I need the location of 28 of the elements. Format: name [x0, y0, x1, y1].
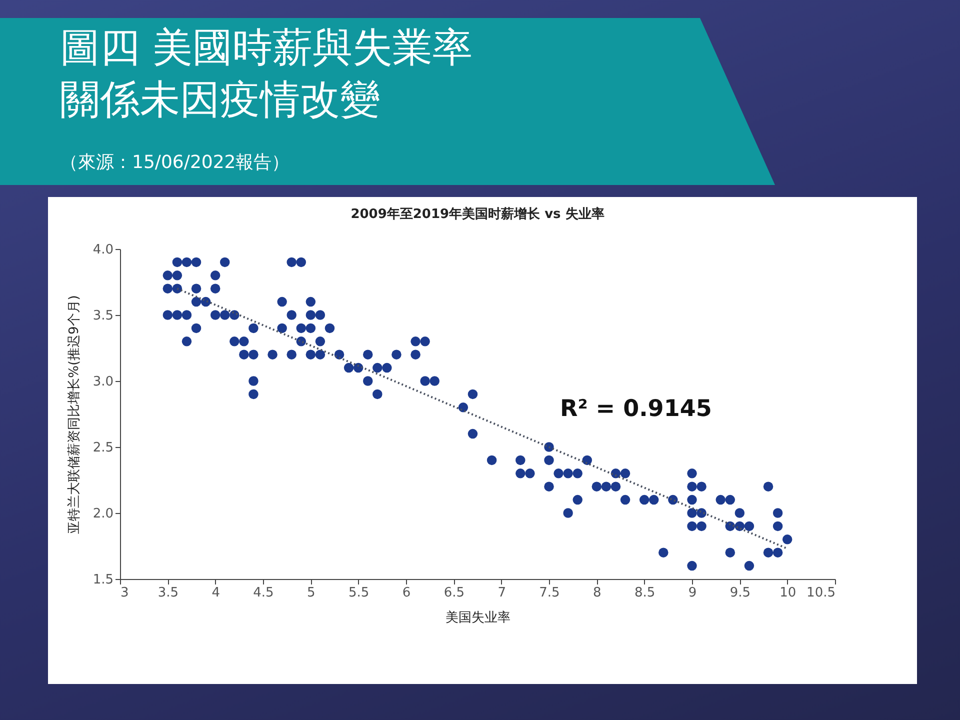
- y-tick-label: 3.5: [92, 308, 114, 324]
- x-tick-label: 3: [120, 586, 129, 600]
- x-tick-label: 9.5: [730, 586, 751, 600]
- y-tick-label: 3.0: [92, 374, 114, 390]
- x-tick-label: 4: [212, 586, 220, 600]
- x-tick-label: 7: [498, 586, 506, 600]
- y-tick-label: 4.0: [92, 242, 114, 258]
- y-tick-label: 2.5: [92, 440, 114, 456]
- x-tick-label: 5.5: [348, 586, 370, 600]
- x-tick-label: 8.5: [634, 586, 656, 600]
- text: （來源：15/06/2022報告）: [60, 151, 290, 174]
- x-tick-label: 10: [780, 586, 796, 600]
- x-tick-label: 5: [307, 586, 316, 600]
- x-tick-label: 3.5: [158, 586, 179, 600]
- x-tick-label: 6: [402, 586, 411, 600]
- y-tick-label: 1.5: [92, 572, 114, 588]
- annotation: R² = 0.9145: [560, 396, 712, 422]
- x-tick-label: 4.5: [253, 586, 274, 600]
- x-tick-label: 9: [688, 586, 697, 600]
- x-tick-label: 6.5: [444, 586, 465, 600]
- y-axis-title: 亚特兰大联储薪资同比增长%(推迟9个月): [66, 295, 82, 534]
- y-tick-label: 2.0: [92, 506, 114, 522]
- x-tick-label: 7.5: [539, 586, 560, 600]
- chart-title: 圖四 美國時薪與失業率關係未因疫情改變: [60, 24, 474, 125]
- x-tick-label: 8: [593, 586, 602, 600]
- chart-subtitle: 2009年至2019年美国时薪增长 vs 失业率: [350, 206, 604, 222]
- x-axis-title: 美国失业率: [446, 610, 510, 626]
- x-tick-label: 10.5: [806, 586, 836, 600]
